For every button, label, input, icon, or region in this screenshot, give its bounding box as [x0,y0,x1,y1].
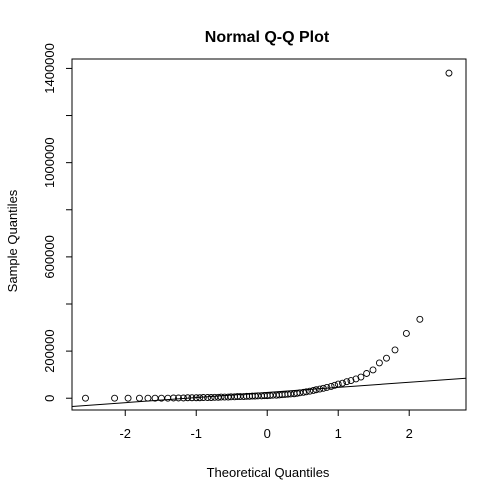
data-point-69 [416,315,424,323]
data-point-4 [144,394,152,402]
plot-frame [71,58,467,411]
data-point-8 [170,394,177,402]
data-point-57 [334,380,342,388]
data-point-66 [383,354,390,362]
data-point-62 [357,373,365,381]
data-point-17 [207,394,215,401]
data-point-45 [293,389,301,397]
x-tick-label: -1 [190,426,202,441]
chart-title: Normal Q-Q Plot [205,29,330,46]
data-point-56 [331,381,339,389]
data-point-0 [82,394,89,402]
data-point-68 [402,329,410,337]
data-point-2 [124,394,132,402]
data-point-47 [299,388,307,396]
x-tick-label: 2 [406,426,413,441]
data-points-layer [82,69,453,402]
data-point-7 [164,394,172,402]
data-point-13 [192,394,200,402]
data-point-15 [199,394,207,401]
y-tick-label: 200000 [42,329,57,372]
data-point-14 [196,394,204,402]
data-point-46 [296,389,304,397]
data-point-1 [111,394,119,402]
data-point-67 [391,346,399,354]
y-axis: 0 200000 600000 1000000 1400000 [42,43,72,402]
x-tick-label: 1 [335,426,342,441]
y-tick-label: 1000000 [42,137,57,188]
data-point-43 [287,390,295,398]
data-point-54 [323,383,331,391]
data-point-51 [312,386,320,394]
data-point-9 [175,394,182,402]
data-point-11 [184,394,192,402]
x-tick-label: 0 [264,426,271,441]
data-point-59 [343,378,351,386]
y-axis-label: Sample Quantiles [5,189,20,292]
data-point-65 [375,359,383,367]
data-point-60 [347,377,355,384]
data-point-63 [363,370,371,377]
x-axis-label: Theoretical Quantiles [207,465,330,480]
data-point-48 [302,388,310,396]
x-tick-label: -2 [119,426,131,441]
data-point-3 [135,394,143,402]
data-point-70 [445,69,453,77]
data-point-12 [188,394,196,402]
data-point-52 [316,385,324,393]
data-point-55 [327,382,335,390]
data-point-49 [306,387,314,395]
y-tick-label: 0 [42,395,57,402]
data-point-10 [180,394,187,402]
x-axis: -2 -1 0 1 2 [119,410,413,441]
data-point-58 [339,379,346,387]
data-point-50 [309,387,317,394]
y-tick-label: 1400000 [42,43,57,94]
data-point-53 [319,384,327,392]
data-point-64 [369,366,377,374]
data-point-16 [204,394,212,401]
data-point-20 [217,393,225,401]
y-tick-label: 600000 [42,235,57,278]
